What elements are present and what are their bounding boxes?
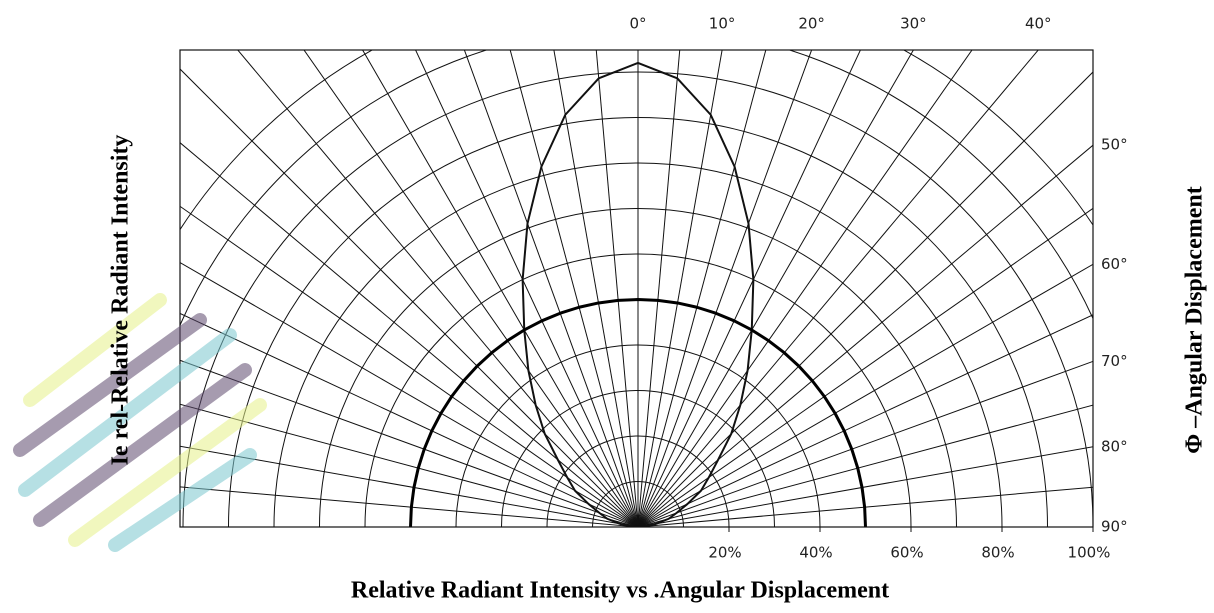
grid-spoke [637,50,767,527]
polar-grid [180,50,1093,527]
theta-tick-label: 40° [1025,15,1052,33]
y2-axis-label: Φ –Angular Displacement [1182,186,1208,453]
grid-spoke [180,359,639,527]
grid-spoke [180,205,639,527]
theta-tick-label: 90° [1101,518,1128,536]
r-tick-label: 20% [708,544,741,562]
grid-spoke [637,50,681,527]
grid-spoke [637,263,1093,527]
grid-spoke [637,50,973,527]
curves [409,61,867,527]
grid-spoke [637,486,1093,527]
grid-spoke [637,50,914,527]
r-tick-label: 60% [890,544,923,562]
grid-spoke [180,486,639,527]
grid-spoke [180,142,639,527]
grid-spoke [637,50,861,527]
grid-spoke [637,50,813,527]
grid-spoke [180,403,639,527]
grid-spoke [180,445,639,527]
grid-spoke [180,312,639,527]
plot-frame [179,49,1094,528]
grid-spoke [637,360,1093,527]
grid-spoke [180,261,639,527]
pattern-curve [521,61,755,527]
grid-spoke [637,446,1093,527]
theta-tick-label: 60° [1101,255,1128,273]
grid-spoke [637,404,1093,527]
grid-spoke [637,207,1093,527]
chart-title: Relative Radiant Intensity vs .Angular D… [351,578,889,604]
grid-spoke [509,50,639,527]
grid-spoke [303,50,639,527]
r-tick-label: 40% [799,544,832,562]
grid-spoke [463,50,639,527]
grid-circle [180,50,1093,327]
grid-spoke [595,50,639,527]
theta-tick-label: 50° [1101,136,1128,154]
grid-spoke [362,50,639,527]
theta-tick-label: 30° [900,15,927,33]
grid-spoke [553,50,639,527]
theta-tick-label: 70° [1101,352,1128,370]
watermark [13,293,267,552]
grid-spoke [637,314,1093,527]
theta-tick-label: 80° [1101,437,1128,455]
grid-spoke [637,50,1039,527]
r-tick-label: 80% [981,544,1014,562]
theta-tick-label: 10° [709,15,736,33]
y-axis-label: Ie rel-Relative Radiant Intensity [108,135,134,466]
grid-spoke [180,68,639,527]
grid-spoke [637,71,1093,527]
grid-spoke [637,144,1093,527]
grid-spoke [415,50,639,527]
grid-spoke [237,50,639,527]
theta-tick-label: 0° [629,15,646,33]
pattern-curve [409,298,867,527]
grid-spoke [637,50,723,527]
r-tick-label: 100% [1068,544,1111,562]
theta-tick-label: 20° [798,15,825,33]
